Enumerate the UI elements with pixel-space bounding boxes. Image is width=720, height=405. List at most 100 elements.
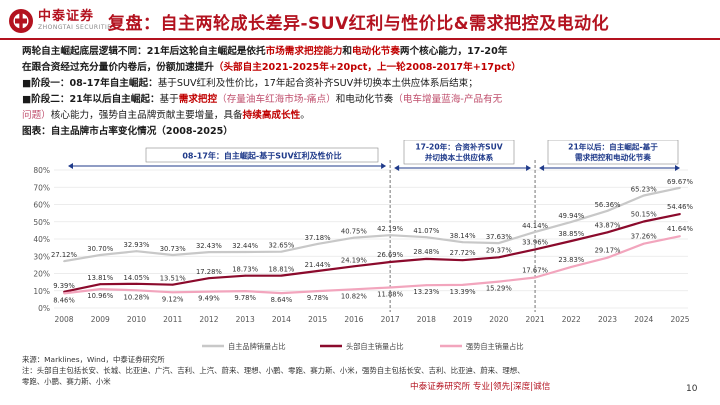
series-2-point: [99, 283, 102, 286]
annotation-box-2: [403, 139, 515, 165]
series-1-point: [606, 209, 609, 212]
series-1-point: [171, 254, 174, 256]
summary-text: 两轮自主崛起底层逻辑不同：21年后这轮自主崛起是依托市场需求把控能力和电动化节奏…: [22, 44, 702, 140]
summary-line-4-d: （存量油车红海市场-痛点）: [217, 94, 336, 105]
series-1-point: [642, 194, 645, 197]
title-divider: [0, 38, 720, 40]
series-2-point: [208, 277, 210, 280]
arrow-head-right: [526, 165, 532, 171]
series-3-point: [570, 265, 573, 268]
series-2-point: [497, 256, 500, 259]
data-label: 13.39%: [450, 288, 476, 296]
series-1-point: [63, 260, 65, 263]
summary-line-1-e: 两个核心能力，17-20年: [399, 46, 508, 57]
legend-label-3: 强势自主销量占比: [466, 342, 524, 351]
series-1-point: [135, 250, 138, 253]
series-2-point: [606, 231, 609, 234]
series-2-point: [352, 265, 355, 268]
series-1-point: [352, 236, 355, 239]
series-2-point: [171, 283, 174, 286]
summary-line-4-b: 基于: [159, 94, 179, 105]
x-tick-label: 2009: [91, 315, 110, 324]
brand-note-2: 零跑、小鹏、赛力斯、小米: [22, 377, 111, 386]
series-1-point: [461, 241, 464, 244]
arrow-head-left: [68, 163, 73, 169]
data-label: 32.43%: [196, 242, 222, 250]
data-label: 10.28%: [124, 293, 150, 301]
data-label: 13.81%: [87, 274, 113, 282]
y-tick-label: 70%: [33, 183, 50, 192]
x-tick-label: 2025: [670, 315, 689, 324]
x-tick-label: 2008: [54, 315, 73, 324]
summary-line-5-b: 核心能力，强势自主品牌贡献主要增量，具备: [50, 110, 243, 121]
y-tick-label: 80%: [33, 166, 50, 175]
data-label: 8.64%: [271, 296, 293, 304]
data-label: 18.73%: [232, 266, 258, 274]
data-label: 42.19%: [377, 225, 403, 233]
summary-line-4-f: （电车增量蓝海-产品有无: [393, 94, 503, 105]
series-3-point: [99, 288, 102, 290]
summary-line-1-a: 两轮自主崛起底层逻辑不同：21年后这轮自主崛起是依托: [22, 46, 266, 57]
legend-label-2: 头部自主销量占比: [346, 342, 404, 351]
data-label: 29.37%: [486, 246, 512, 254]
series-3-point: [389, 286, 392, 289]
arrow-head-right: [675, 165, 680, 171]
series-3-point: [244, 290, 247, 293]
series-1-point: [389, 234, 392, 237]
data-label: 23.83%: [558, 256, 584, 264]
y-tick-label: 50%: [33, 218, 50, 227]
brand-note-1: 注：头部自主包括长安、长城、比亚迪、广汽、吉利、上汽、蔚来、理想、小鹏、零跑、赛…: [22, 366, 525, 375]
series-2-point: [461, 259, 464, 262]
data-label: 38.85%: [558, 230, 584, 238]
data-label: 32.65%: [268, 242, 294, 250]
summary-line-1-d: 电动化节奏: [351, 46, 400, 57]
series-3-point: [171, 291, 174, 294]
series-3-point: [679, 235, 681, 238]
summary-line-5-c: 持续高成长性: [242, 110, 301, 121]
data-label: 10.96%: [87, 292, 113, 300]
series-3-point: [135, 289, 138, 292]
market-share-chart-svg: 08-17年：自主崛起-基于SUV红利及性价比 17-20年：合资补齐SUV并切换…: [33, 139, 693, 351]
summary-line-2-b: （头部自主2021-2025年+20pct，上一轮2008-2017年+17pc…: [213, 62, 521, 73]
series-1-point: [99, 254, 102, 256]
x-tick-label: 2013: [236, 315, 255, 324]
legend-label-1: 自主品牌销量占比: [228, 342, 286, 351]
data-label: 40.75%: [341, 228, 367, 236]
series-3-point: [280, 292, 283, 294]
data-label: 37.63%: [486, 233, 512, 241]
series-3-point: [642, 242, 645, 245]
data-label: 21.44%: [305, 261, 331, 269]
data-label: 9.49%: [198, 295, 220, 303]
data-label: 32.93%: [124, 241, 150, 249]
footer-notes: 来源：Marklines，Wind，中泰证券研究所 注：头部自主包括长安、长城、…: [22, 354, 712, 387]
series-3-point: [534, 276, 536, 279]
annotation-box-1: [145, 147, 379, 163]
arrow-head-left: [394, 165, 400, 171]
summary-line-4-c: 需求把控: [178, 94, 218, 105]
data-label: 37.18%: [305, 234, 331, 242]
summary-line-3-b: 基于SUV红利及性价比，17年起合资补齐SUV并切换本土供应体系后结束；: [157, 78, 478, 89]
data-label: 17.67%: [522, 267, 548, 275]
data-label: 13.51%: [160, 275, 186, 283]
series-2-point: [389, 261, 392, 263]
y-tick-label: 30%: [33, 252, 50, 261]
data-label: 44.14%: [522, 222, 548, 230]
series-3-point: [352, 288, 355, 291]
data-label: 10.82%: [341, 292, 367, 300]
series-1-point: [534, 230, 536, 233]
series-3-point: [316, 290, 319, 293]
annotation-text-2b: 并切换本土供应体系: [425, 152, 494, 162]
x-tick-label: 2015: [308, 315, 327, 324]
series-1-point: [425, 236, 428, 239]
data-label: 37.26%: [631, 233, 657, 241]
annotation-text-2a: 17-20年：合资补齐SUV: [415, 142, 502, 152]
summary-line-4: ■阶段二：21年以后自主崛起：基于需求把控（存量油车红海市场-痛点）和电动化节奏…: [22, 92, 702, 108]
data-label: 27.72%: [450, 249, 476, 257]
chart-caption: 图表：自主品牌市占率变化情况（2008-2025）: [22, 126, 233, 137]
data-label: 41.64%: [667, 225, 693, 233]
header: 中泰证券 ZHONGTAI SECURITIES 复盘：自主两轮成长差异-SUV…: [0, 0, 720, 40]
logo-name-en: ZHONGTAI SECURITIES: [38, 24, 116, 31]
series-3-point: [606, 256, 609, 259]
data-label: 17.28%: [196, 268, 222, 276]
series-1-point: [208, 251, 210, 253]
